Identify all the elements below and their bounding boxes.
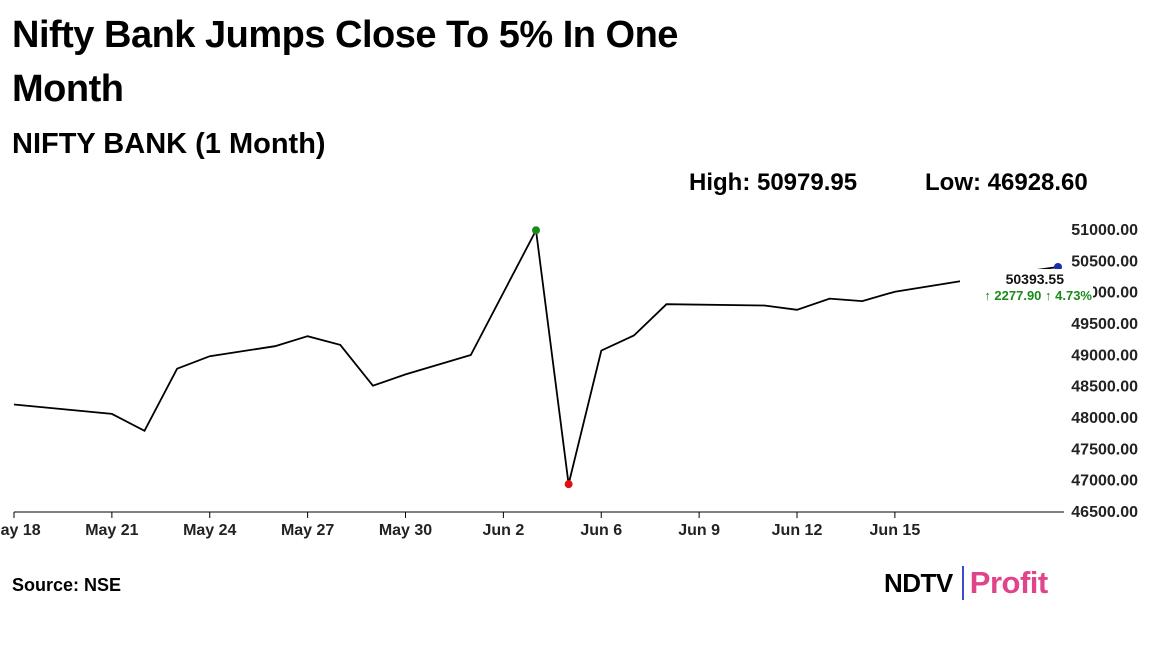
- x-tick-label: May 18: [0, 522, 41, 539]
- logo-divider: [961, 566, 964, 600]
- x-tick-label: Jun 15: [870, 522, 921, 539]
- y-tick-label: 49000.00: [1071, 347, 1138, 364]
- chart-headline: Nifty Bank Jumps Close To 5% In One Mont…: [12, 14, 678, 110]
- logo-ndtv-text: NDTV: [884, 567, 953, 598]
- x-tick-label: May 27: [281, 522, 334, 539]
- y-tick-label: 46500.00: [1071, 504, 1138, 521]
- y-tick-label: 48000.00: [1071, 410, 1138, 427]
- y-tick-label: 51000.00: [1071, 222, 1138, 239]
- high-value-label: High: 50979.95: [689, 169, 858, 196]
- x-tick-label: Jun 12: [772, 522, 823, 539]
- y-tick-label: 50500.00: [1071, 253, 1138, 270]
- low-point-marker: [564, 480, 573, 489]
- x-tick-label: Jun 9: [678, 522, 720, 539]
- x-tick-label: May 21: [85, 522, 138, 539]
- low-value-label: Low: 46928.60: [925, 169, 1088, 196]
- change-label: ↑ 2277.90 ↑ 4.73%: [984, 288, 1092, 303]
- x-tick-label: May 24: [183, 522, 236, 539]
- y-tick-label: 47500.00: [1071, 441, 1138, 458]
- chart-subtitle: NIFTY BANK (1 Month): [12, 128, 326, 160]
- x-tick-label: Jun 2: [482, 522, 524, 539]
- x-tick-label: Jun 6: [580, 522, 622, 539]
- x-tick-label: May 30: [379, 522, 432, 539]
- ndtv-profit-logo: NDTV Profit: [884, 563, 1048, 603]
- last-value-box: [960, 269, 1093, 305]
- y-tick-label: 48500.00: [1071, 379, 1138, 396]
- logo-profit-text: Profit: [969, 565, 1048, 600]
- series-line: [13, 227, 1059, 485]
- high-point-marker: [532, 226, 540, 235]
- source-note: Source: NSE: [12, 575, 122, 595]
- y-tick-label: 47000.00: [1071, 473, 1138, 490]
- last-value-label: 50393.55: [1006, 271, 1065, 287]
- y-tick-label: 49500.00: [1071, 316, 1138, 333]
